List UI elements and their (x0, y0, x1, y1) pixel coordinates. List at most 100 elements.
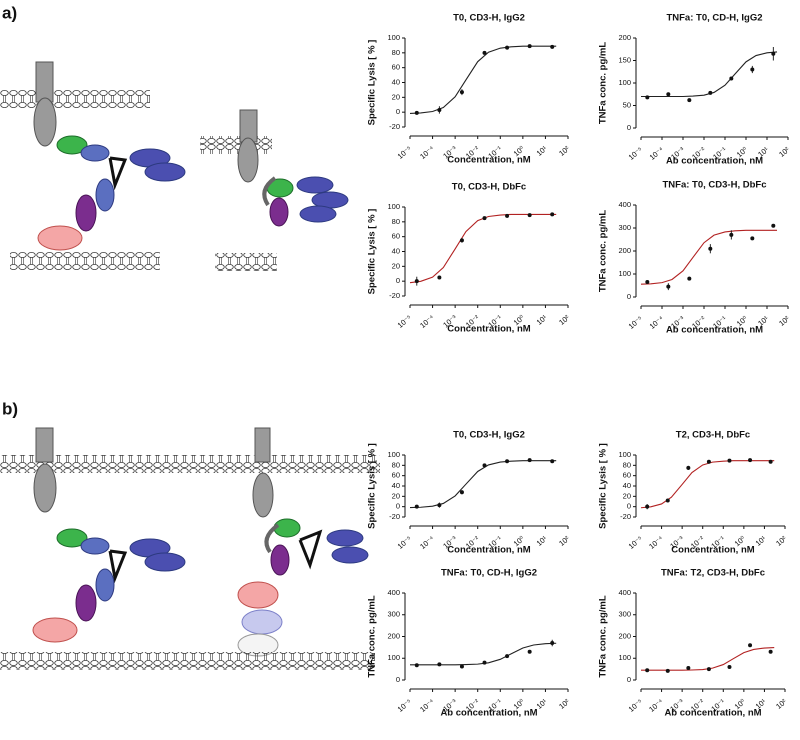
x-tick-label: 10⁻⁴ (647, 697, 665, 714)
y-tick-label: 400 (618, 588, 631, 597)
x-tick-label: 10⁻⁴ (418, 144, 436, 161)
membrane (0, 455, 380, 473)
x-axis-label: Ab concentration, nM (666, 325, 763, 336)
domain (270, 544, 290, 576)
linker (108, 156, 128, 191)
y-tick-label: 80 (392, 48, 400, 57)
chart-title: T0, CD3-H, DbFc (452, 182, 526, 193)
data-point (708, 90, 713, 95)
y-tick-label: 20 (392, 491, 400, 500)
y-tick-label: 100 (387, 33, 400, 42)
x-tick-label: 10² (774, 534, 788, 548)
y-axis-label: TNFa conc. pg/mL (367, 595, 378, 678)
domain (80, 144, 110, 162)
data-point (459, 238, 464, 243)
x-tick-label: 10⁻⁴ (418, 697, 436, 714)
data-point (437, 275, 442, 280)
chart: T0, CD3-H, DbFc Specific Lysis [ % ] Conce… (367, 182, 572, 335)
data-point (665, 498, 670, 503)
x-tick-label: 10⁻⁴ (648, 314, 666, 331)
data-point (550, 44, 555, 49)
fit-curve (409, 213, 557, 284)
y-tick-label: 50 (623, 100, 631, 109)
y-tick-label: 60 (392, 232, 400, 241)
data-point (729, 76, 734, 81)
y-tick-label: 200 (618, 631, 631, 640)
data-point (748, 643, 753, 648)
receptor (33, 97, 57, 147)
data-point (771, 51, 776, 56)
data-point (437, 662, 442, 667)
y-tick-label: 20 (392, 92, 400, 101)
y-tick-label: 0 (396, 502, 400, 511)
data-point (482, 463, 487, 468)
data-point (459, 490, 464, 495)
panel-label: b) (2, 399, 18, 418)
linker (298, 529, 323, 570)
data-point (550, 212, 555, 217)
data-point (645, 504, 650, 509)
data-point (459, 90, 464, 95)
y-tick-label: 60 (392, 471, 400, 480)
data-point (666, 284, 671, 289)
membrane (10, 252, 160, 270)
x-axis-label: Ab concentration, nM (664, 708, 761, 719)
membrane (0, 652, 375, 670)
domain (296, 176, 334, 194)
chart: T0, CD3-H, IgG2 Specific Lysis [ % ] Conce… (367, 13, 572, 166)
data-point (505, 459, 510, 464)
x-tick-label: 10² (557, 313, 571, 327)
membrane (200, 136, 272, 154)
data-point (771, 223, 776, 228)
x-axis-label: Concentration, nM (671, 545, 754, 556)
x-tick-label: 10⁻⁴ (418, 534, 436, 551)
y-tick-label: 0 (396, 276, 400, 285)
data-point (482, 216, 487, 221)
data-point (459, 664, 464, 669)
y-tick-label: 100 (618, 653, 631, 662)
domain (56, 528, 88, 548)
receptor (254, 427, 271, 463)
y-tick-label: 60 (392, 63, 400, 72)
x-tick-label: 10⁻⁵ (396, 144, 414, 161)
data-point (437, 107, 442, 112)
data-point (482, 50, 487, 55)
y-tick-label: 40 (392, 77, 400, 86)
chart-title: T0, CD3-H, IgG2 (453, 13, 525, 24)
y-axis-label: Specific Lysis [ % ] (367, 209, 378, 295)
x-axis-label: Ab concentration, nM (440, 708, 537, 719)
x-tick-label: 10⁻⁵ (627, 534, 645, 551)
data-point (505, 213, 510, 218)
membrane (0, 90, 150, 108)
y-tick-label: -20 (389, 512, 400, 521)
domain (144, 162, 186, 182)
x-axis-label: Ab concentration, nM (666, 156, 763, 167)
y-tick-label: 0 (627, 502, 631, 511)
data-point (414, 504, 419, 509)
y-tick-label: 300 (387, 610, 400, 619)
data-point (727, 458, 732, 463)
domain (75, 584, 97, 622)
x-tick-label: 10⁻⁴ (647, 534, 665, 551)
chart-title: T2, CD3-H, DbFc (676, 430, 750, 441)
x-tick-label: 10² (774, 697, 788, 711)
x-tick-label: 10² (557, 697, 571, 711)
receptor (239, 109, 258, 143)
data-point (527, 649, 532, 654)
y-axis-label: TNFa conc. pg/mL (598, 595, 609, 678)
chart: TNFa: T0, CD3-H, DbFc TNFa conc. pg/mL Ab … (598, 180, 792, 336)
domain (75, 194, 97, 232)
y-axis-label: Specific Lysis [ % ] (367, 443, 378, 529)
y-tick-label: 300 (618, 223, 631, 232)
domain (144, 552, 186, 572)
data-point (414, 663, 419, 668)
y-tick-label: 0 (396, 675, 400, 684)
x-tick-label: 10² (557, 144, 571, 158)
y-tick-label: 400 (618, 200, 631, 209)
chart: T2, CD3-H, DbFc Specific Lysis [ % ] Conce… (598, 430, 789, 556)
x-tick-label: 10¹ (535, 313, 549, 327)
data-point (645, 280, 650, 285)
data-point (505, 654, 510, 659)
y-tick-label: 80 (392, 460, 400, 469)
